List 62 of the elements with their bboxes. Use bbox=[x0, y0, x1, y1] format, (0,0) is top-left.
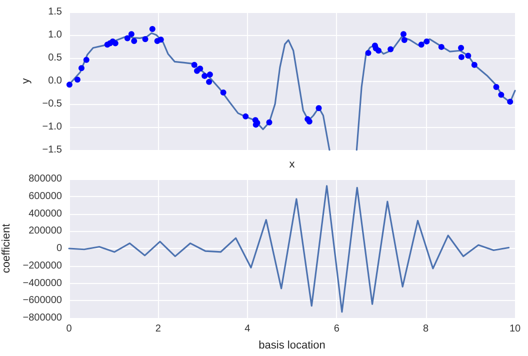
x-axis-title: x bbox=[289, 158, 296, 170]
point bbox=[78, 65, 84, 72]
line-series bbox=[68, 185, 510, 313]
x-tick-label: 4 bbox=[244, 324, 251, 334]
y-tick-label: 800000 bbox=[28, 174, 62, 184]
point bbox=[66, 82, 72, 88]
x-axis-title: basis location bbox=[258, 340, 326, 352]
point bbox=[458, 44, 464, 51]
y-tick-label: −200000 bbox=[22, 260, 62, 272]
y-tick-label: 0 bbox=[56, 243, 62, 254]
point bbox=[149, 26, 156, 32]
y-tick-label: 0.0 bbox=[48, 76, 62, 86]
y-tick-label: 200000 bbox=[28, 226, 62, 237]
point bbox=[202, 72, 208, 79]
y-tick-label: 1.5 bbox=[48, 6, 62, 18]
y-tick-label: −1.5 bbox=[42, 144, 62, 156]
y-tick-label: 400000 bbox=[28, 208, 62, 220]
y-axis-title: coefficient bbox=[0, 224, 12, 274]
x-tick-label: 10 bbox=[509, 324, 521, 334]
point bbox=[465, 52, 472, 59]
point bbox=[128, 31, 134, 38]
x-tick-label: 2 bbox=[155, 324, 162, 334]
point bbox=[191, 62, 198, 68]
point bbox=[220, 90, 226, 96]
point bbox=[242, 113, 249, 120]
point bbox=[401, 37, 408, 44]
point bbox=[365, 50, 372, 56]
point bbox=[418, 42, 424, 48]
point bbox=[206, 78, 212, 85]
y-axis-title: y bbox=[20, 78, 32, 84]
point bbox=[266, 119, 272, 126]
y-tick-label: 0.5 bbox=[48, 52, 62, 64]
point bbox=[316, 105, 322, 112]
y-tick-label: −400000 bbox=[22, 278, 62, 289]
point bbox=[142, 36, 148, 42]
point bbox=[124, 35, 130, 42]
y-tick-label: −800000 bbox=[22, 312, 62, 324]
x-tick-label: 0 bbox=[66, 324, 72, 334]
point bbox=[438, 44, 444, 50]
point bbox=[158, 36, 164, 43]
x-tick-label: 6 bbox=[334, 324, 340, 334]
point bbox=[388, 46, 394, 52]
point bbox=[424, 38, 430, 44]
y-tick-label: −0.5 bbox=[42, 98, 62, 110]
point bbox=[498, 92, 504, 98]
point bbox=[507, 98, 514, 105]
point bbox=[493, 84, 500, 90]
y-tick-label: 600000 bbox=[28, 190, 62, 202]
y-tick-label: −600000 bbox=[22, 295, 62, 306]
point bbox=[197, 66, 204, 72]
y-tick-label: −1.0 bbox=[42, 122, 62, 132]
point bbox=[471, 62, 478, 68]
point bbox=[400, 31, 406, 38]
point bbox=[112, 40, 118, 46]
point bbox=[74, 76, 80, 83]
point bbox=[131, 38, 138, 44]
point bbox=[458, 54, 464, 60]
point bbox=[206, 72, 213, 78]
x-tick-label: 8 bbox=[423, 324, 430, 334]
point bbox=[83, 56, 90, 63]
point bbox=[376, 48, 382, 54]
y-tick-label: 1.0 bbox=[48, 30, 62, 40]
